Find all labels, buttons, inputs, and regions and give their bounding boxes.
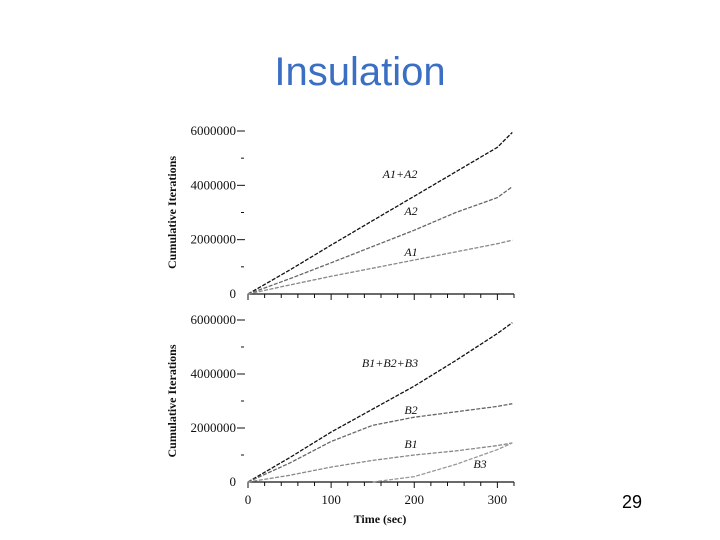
y-axis-title: Cumulative Iterations: [165, 344, 179, 457]
chart-top: 0 2000000 4000000 6000000 Cumulative Iterati…: [165, 123, 515, 301]
x-axis-title: Time (sec): [354, 512, 407, 526]
x-tick-label: 300: [488, 492, 508, 507]
x-tick-label: 100: [321, 492, 341, 507]
series-label: B1+B2+B3: [362, 356, 418, 370]
y-tick-label: 4000000: [191, 366, 237, 381]
series-line-a1-a2: [247, 131, 513, 295]
chart-bottom: 0 2000000 4000000 6000000 Cumulative Iterati…: [165, 312, 515, 526]
series-line-a2: [247, 186, 513, 295]
page-number: 29: [621, 492, 643, 512]
series-label: A1: [403, 245, 417, 259]
y-axis-title: Cumulative Iterations: [165, 156, 179, 269]
x-tick-label: 200: [405, 492, 425, 507]
series-line-b1: [247, 442, 513, 483]
series-line-b3: [372, 442, 513, 483]
y-tick-label: 6000000: [191, 123, 237, 138]
y-tick-label: 4000000: [191, 177, 237, 192]
series-label: B3: [473, 457, 486, 471]
series-label: B1: [404, 437, 417, 451]
y-tick-label: 0: [230, 286, 237, 301]
y-tick-label: 2000000: [191, 420, 237, 435]
x-tick-label: 0: [245, 492, 252, 507]
series-label: A2: [403, 204, 417, 218]
series-label: A1+A2: [382, 167, 418, 181]
y-tick-label: 6000000: [191, 312, 237, 327]
series-line-a1: [247, 239, 513, 295]
y-tick-label: 2000000: [191, 232, 237, 247]
series-line-b2: [247, 403, 513, 483]
series-line-b1-b2-b3: [247, 322, 513, 483]
y-tick-label: 0: [230, 474, 237, 489]
series-label: B2: [404, 403, 417, 417]
slide-title: Insulation: [274, 50, 446, 94]
